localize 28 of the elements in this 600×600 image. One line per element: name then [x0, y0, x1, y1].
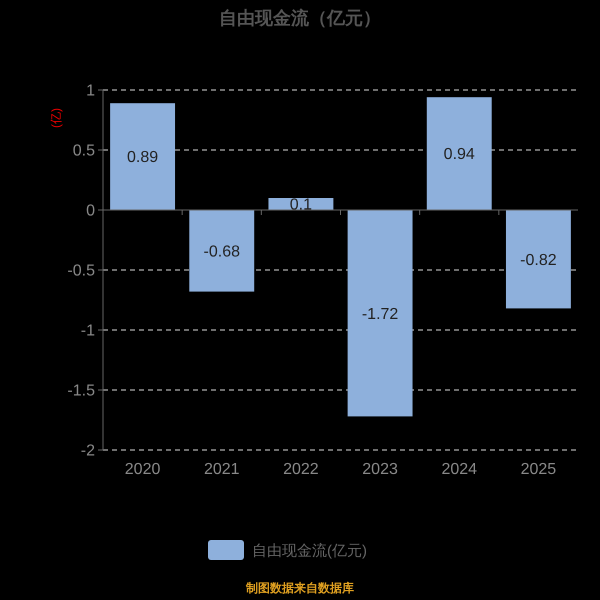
- text: 制图数据来自数据库: [245, 581, 354, 595]
- y-tick-label: -1.5: [67, 382, 96, 400]
- x-tick-label: 2023: [362, 461, 398, 478]
- legend-label: 自由现金流(亿元): [252, 542, 367, 560]
- data-label: -1.72: [362, 306, 398, 323]
- x-tick-label: 2020: [124, 461, 160, 478]
- data-label: 0.1: [290, 196, 312, 214]
- y-tick-label: 0.5: [72, 142, 96, 160]
- x-tick-label: 2025: [520, 461, 556, 478]
- data-label: 0.94: [444, 146, 475, 164]
- data-label: 0.89: [127, 149, 158, 166]
- bar: [348, 210, 413, 416]
- chart-title: 自由现金流（亿元）: [219, 8, 381, 28]
- bar: [506, 210, 571, 308]
- y-tick-label: 0: [86, 202, 96, 220]
- data-label: -0.82: [520, 252, 557, 269]
- bar: [189, 210, 254, 292]
- x-tick-label: 2022: [283, 461, 319, 478]
- y-tick-label: -1: [80, 322, 96, 340]
- y-tick-label: -2: [80, 442, 96, 460]
- y-tick-label: -0.5: [67, 262, 96, 280]
- y-axis-title: (亿): [49, 108, 63, 128]
- bar: [426, 97, 492, 210]
- bar: [110, 103, 176, 210]
- y-tick-label: 1: [86, 82, 96, 100]
- x-tick-label: 2021: [204, 461, 240, 478]
- x-tick-label: 2024: [441, 461, 478, 478]
- data-label: -0.68: [204, 243, 240, 260]
